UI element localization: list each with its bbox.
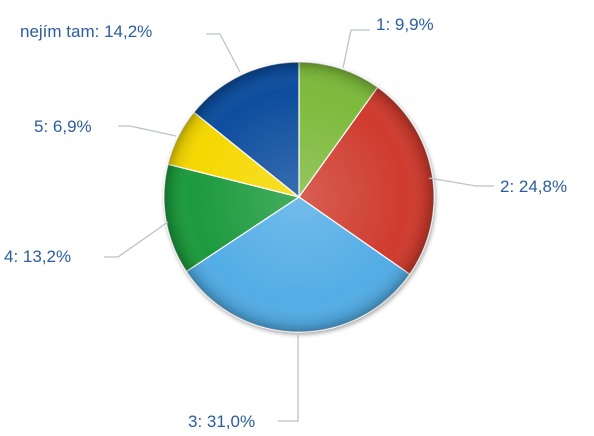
- slice-label: 2: 24,8%: [500, 177, 567, 196]
- label-connector-line: [342, 29, 370, 69]
- label-connectors: [104, 29, 494, 422]
- slice-label: 5: 6,9%: [34, 117, 92, 136]
- slice-label: 1: 9,9%: [376, 15, 434, 34]
- label-connector-line: [206, 33, 241, 73]
- slice-labels: 1: 9,9% 2: 24,8% 3: 31,0% 4: 13,2% 5: 6,9% ne…: [4, 15, 567, 431]
- slice-label: nejím tam: 14,2%: [20, 22, 152, 41]
- label-connector-line: [118, 125, 177, 137]
- slice-label: 4: 13,2%: [4, 247, 71, 266]
- pie-slices: [163, 61, 435, 333]
- slice-label: 3: 31,0%: [188, 412, 255, 431]
- label-connector-line: [104, 221, 169, 258]
- label-connector-line: [278, 333, 299, 422]
- label-connector-line: [428, 177, 494, 187]
